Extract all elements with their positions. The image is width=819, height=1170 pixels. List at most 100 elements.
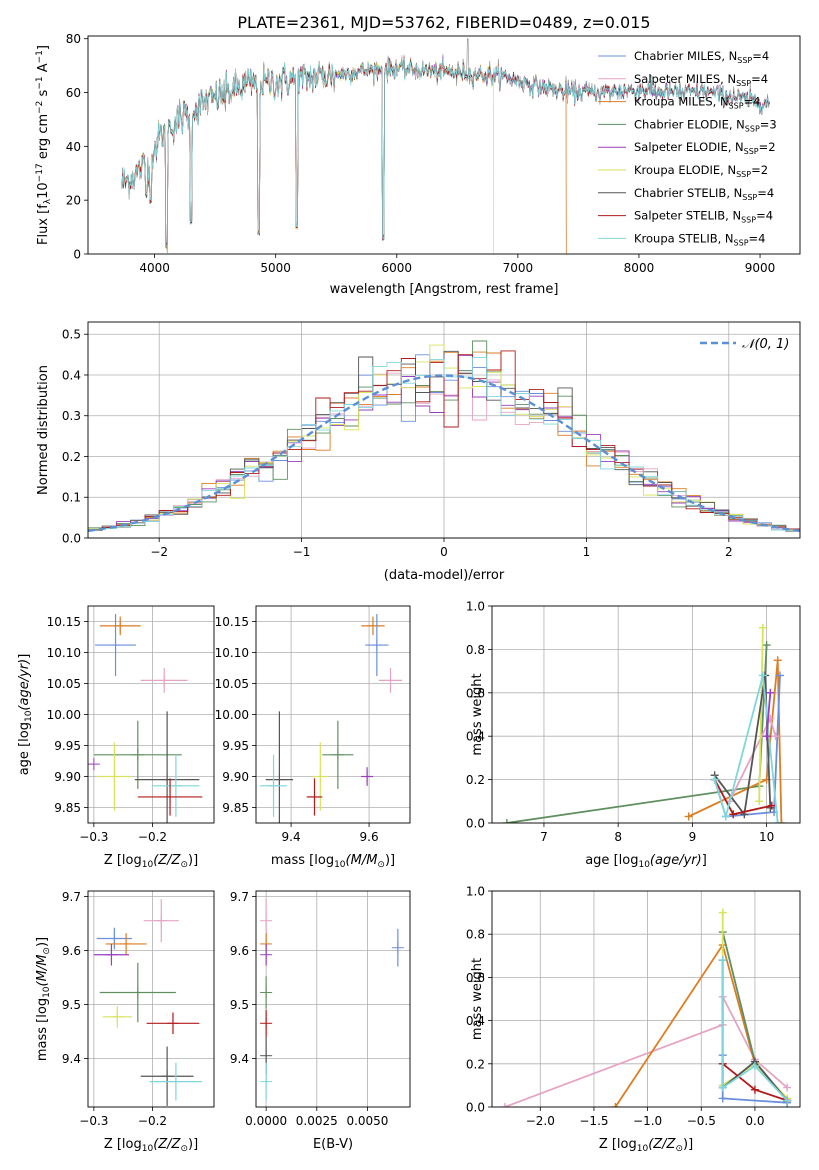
x-tick-label: 9.6 [360, 830, 379, 844]
x-tick-label: 4000 [139, 261, 170, 275]
x-tick-label: 0.0 [745, 1114, 764, 1128]
y-tick-label: 9.90 [222, 770, 249, 784]
y-tick-label: 10.10 [47, 646, 81, 660]
x-tick-label: −1.0 [633, 1114, 662, 1128]
weight-line [713, 675, 779, 823]
age-vs-z-panel: −0.3 −0.2 9.85 9.90 9.95 10.00 10.05 10.10 10.15… [17, 605, 215, 870]
error-bar-point [140, 668, 188, 693]
x-axis-label: age [log10(age/yr)] [585, 853, 707, 870]
error-bar-point [260, 943, 273, 966]
y-axis-label: age [log10(age/yr)] [17, 654, 34, 776]
legend-label: Salpeter STELIB, NSSP=4 [634, 209, 773, 225]
weight-lines [502, 623, 786, 823]
y-tick-label: 9.6 [230, 944, 249, 958]
x-tick-label: 7 [540, 830, 548, 844]
error-bar-point [93, 720, 182, 789]
y-tick-label: 9.85 [222, 801, 249, 815]
error-bar-point [260, 1062, 273, 1101]
model-spectrum-line [121, 58, 494, 254]
weight-lines [500, 908, 792, 1107]
x-tick-label: −0.5 [687, 1114, 716, 1128]
y-tick-label: 10.10 [215, 646, 249, 660]
x-tick-label: 2 [725, 545, 733, 559]
y-tick-label: 10.15 [215, 615, 249, 629]
error-bar-point [143, 899, 179, 943]
legend-label: Chabrier MILES, NSSP=4 [634, 49, 769, 65]
age-vs-mass-panel: 9.4 9.6 9.85 9.90 9.95 10.00 10.05 10.10 10.15 ma… [215, 605, 411, 870]
error-bar-point [361, 767, 374, 786]
axes-frame [491, 605, 801, 824]
y-tick-label: 0.0 [62, 532, 81, 546]
y-axis-label: Normed distribution [36, 365, 51, 495]
error-bars [259, 614, 403, 823]
y-tick-label: 0 [73, 248, 81, 262]
error-bar-point [149, 1062, 203, 1101]
error-bar-point [378, 668, 403, 693]
y-tick-label: 0.0 [466, 1101, 485, 1115]
error-bar-point [102, 1006, 132, 1028]
error-bar-point [99, 962, 176, 1023]
x-tick-label: −0.3 [79, 1114, 108, 1128]
y-tick-label: 0.3 [62, 409, 81, 423]
y-tick-label: 10.05 [47, 677, 81, 691]
histogram-steps [88, 340, 800, 538]
error-bar-point [95, 614, 137, 677]
y-tick-label: 80 [66, 32, 81, 46]
spectrum-legend: Chabrier MILES, NSSP=4 Salpeter MILES, NS… [598, 49, 777, 247]
x-tick-label: 0 [440, 545, 448, 559]
weight-line [721, 960, 788, 1102]
x-axis-label: E(B-V) [313, 1137, 353, 1152]
x-tick-label: 7000 [503, 261, 534, 275]
y-axis-label: Flux [fλ10−17 erg cm−2 s−1 A−1] [35, 45, 53, 245]
x-tick-label: 6000 [382, 261, 413, 275]
error-bar-point [265, 711, 294, 823]
y-tick-label: 9.4 [230, 1052, 249, 1066]
x-tick-label: 0.0025 [296, 1114, 338, 1128]
error-bar-point [88, 758, 100, 771]
legend-label: Salpeter ELODIE, NSSP=2 [634, 140, 776, 156]
x-tick-label: 10 [759, 830, 774, 844]
x-tick-label: 8000 [624, 261, 655, 275]
legend-label: Salpeter MILES, NSSP=4 [634, 72, 768, 88]
y-tick-label: 0.5 [62, 328, 81, 342]
error-bar-point [391, 928, 404, 967]
error-bar-point [140, 1046, 194, 1106]
axes-frame [255, 890, 411, 1108]
x-axis-label: Z [log10(Z/Z⊙)] [104, 1137, 198, 1154]
error-bar-point [96, 742, 132, 811]
x-tick-label: −1 [293, 545, 311, 559]
y-tick-label: 9.6 [62, 944, 81, 958]
y-tick-label: 10.15 [47, 615, 81, 629]
x-tick-label: 9000 [745, 261, 776, 275]
x-tick-label: 1 [583, 545, 591, 559]
legend-label: Chabrier ELODIE, NSSP=3 [634, 117, 777, 133]
weight-line [713, 675, 772, 817]
error-bars [93, 899, 203, 1106]
y-tick-label: 9.85 [54, 801, 81, 815]
y-tick-label: 10.05 [215, 677, 249, 691]
y-tick-label: 0.8 [466, 928, 485, 942]
error-bars [260, 899, 404, 1101]
x-tick-label: 8 [614, 830, 622, 844]
error-bar-point [322, 720, 354, 789]
weight-line [504, 996, 788, 1107]
x-tick-label: −2 [150, 545, 168, 559]
error-bar-point [152, 754, 200, 817]
x-tick-label: −0.3 [79, 830, 108, 844]
error-bar-point [134, 711, 200, 823]
y-tick-label: 0.4 [466, 1014, 485, 1028]
x-tick-label: −2.0 [526, 1114, 555, 1128]
spectrum-panel: 4000 5000 6000 7000 8000 9000 0 20 40 60 80 wavelen… [35, 32, 801, 297]
y-tick-label: 40 [66, 140, 81, 154]
y-tick-label: 9.90 [54, 770, 81, 784]
y-tick-label: 0.6 [466, 686, 485, 700]
axes-frame [87, 890, 215, 1108]
legend-label: Kroupa STELIB, NSSP=4 [634, 231, 765, 247]
x-tick-label: 9 [689, 830, 697, 844]
axes-frame [87, 35, 801, 255]
error-bars [88, 614, 203, 823]
y-tick-label: 10.00 [47, 708, 81, 722]
x-axis-label: wavelength [Angstrom, rest frame] [330, 282, 559, 297]
y-axis-label: mass [log10(M/M⊙)] [35, 937, 52, 1061]
error-bar-point [146, 1012, 200, 1035]
